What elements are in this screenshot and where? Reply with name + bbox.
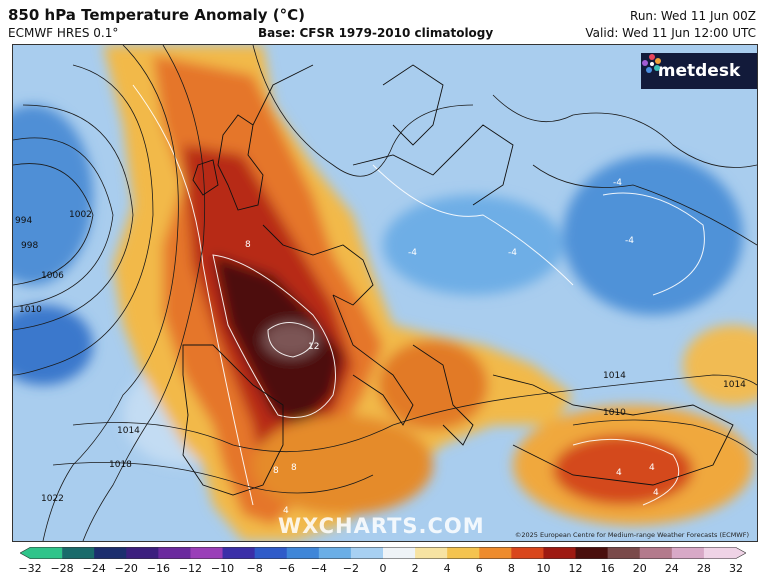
color-scale-tick-label: −20 (114, 562, 138, 575)
color-scale-segment (62, 547, 95, 559)
svg-text:1010: 1010 (603, 408, 626, 418)
metdesk-logo: metdesk (641, 53, 757, 89)
svg-text:1002: 1002 (69, 210, 92, 220)
svg-text:998: 998 (21, 241, 38, 251)
svg-text:4: 4 (283, 506, 289, 516)
color-scale-segment (94, 547, 127, 559)
svg-text:1014: 1014 (603, 371, 626, 381)
color-scale-tick-label: 0 (379, 562, 387, 575)
svg-text:1010: 1010 (19, 305, 42, 315)
color-scale-tick-label: −8 (246, 562, 263, 575)
iberia-warm-area (253, 415, 433, 515)
balkan-warm-area (378, 340, 488, 430)
color-scale-segment (190, 547, 224, 559)
color-scale-segment (415, 547, 448, 559)
color-scale-tick-label: 24 (664, 562, 679, 575)
svg-text:4: 4 (616, 468, 622, 478)
isobar-labels: 994 998 1002 1006 1010 1014 1018 1022 10… (15, 210, 746, 504)
svg-text:12: 12 (308, 342, 319, 352)
model-label: ECMWF HRES 0.1° (8, 26, 119, 40)
svg-text:8: 8 (291, 463, 297, 473)
color-scale-segment (575, 547, 609, 559)
color-scale-segment (511, 547, 544, 559)
climatology-base-label: Base: CFSR 1979-2010 climatology (258, 26, 494, 40)
svg-text:-4: -4 (625, 236, 634, 246)
color-scale-tick-label: 16 (600, 562, 615, 575)
color-scale-segment (222, 547, 256, 559)
color-scale-tick-label: −24 (82, 562, 106, 575)
color-scale-segment (383, 547, 416, 559)
anomaly-contours (132, 84, 705, 506)
svg-text:-4: -4 (613, 178, 622, 188)
run-time-label: Run: Wed 11 Jun 00Z (630, 9, 756, 23)
color-scale-tick-label: −16 (146, 562, 170, 575)
svg-text:1014: 1014 (117, 426, 140, 436)
svg-text:4: 4 (649, 463, 655, 473)
color-scale-tick-label: 20 (632, 562, 647, 575)
svg-text:8: 8 (273, 466, 279, 476)
color-scale-tick-label: 10 (536, 562, 551, 575)
turkey-warm-core (553, 435, 693, 505)
color-scale-segment (126, 547, 159, 559)
isobars (13, 45, 757, 541)
color-scale-bar (20, 547, 746, 559)
color-scale-tick-label: −32 (18, 562, 42, 575)
svg-text:1018: 1018 (109, 460, 132, 470)
color-scale-tick-label: 32 (729, 562, 743, 575)
color-scale-segment (639, 547, 673, 559)
color-scale-tick-label: 28 (696, 562, 711, 575)
color-scale-tick-label: −12 (178, 562, 203, 575)
color-scale-tick-label: 2 (411, 562, 419, 575)
color-scale-tick-label: −10 (210, 562, 235, 575)
svg-text:8: 8 (245, 240, 251, 250)
metdesk-flower-icon (642, 54, 661, 73)
anomaly-labels: 12 8 8 8 4 -4 -4 -4 4 4 4 -4 (245, 178, 659, 516)
coastlines (182, 64, 734, 496)
color-scale-tick-label: 12 (568, 562, 583, 575)
ecmwf-copyright: ©2025 European Centre for Medium-range W… (514, 531, 749, 539)
color-scale-segment (607, 547, 641, 559)
svg-text:1022: 1022 (41, 494, 64, 504)
color-scale-segment (543, 547, 577, 559)
color-scale-segment (703, 547, 746, 559)
metdesk-logo-text: metdesk (657, 61, 741, 81)
color-scale-segment (447, 547, 480, 559)
svg-text:-4: -4 (408, 248, 417, 258)
anomaly-peak-12 (263, 322, 319, 358)
color-scale-ticks: −32 −28 −24 −20 −16 −12 −10 −8 −6 −4 −2 0 2 4 6 8 10 12 16… (18, 562, 746, 578)
color-scale-tick-label: −2 (342, 562, 360, 575)
svg-text:-4: -4 (508, 248, 517, 258)
map-canvas: 994 998 1002 1006 1010 1014 1018 1022 10… (13, 45, 757, 541)
atlantic-cold-anomaly (13, 105, 93, 285)
color-scale-tick-label: 6 (475, 562, 483, 575)
color-scale-segment (479, 547, 512, 559)
svg-text:4: 4 (653, 488, 659, 498)
svg-text:1014: 1014 (723, 380, 746, 390)
east-warm-area (683, 325, 757, 405)
valid-time-label: Valid: Wed 11 Jun 12:00 UTC (585, 26, 756, 40)
color-scale-segment (254, 547, 288, 559)
color-scale-tick-label: −4 (310, 562, 327, 575)
color-scale-segment (20, 547, 63, 559)
color-scale-tick-label: −6 (278, 562, 295, 575)
color-scale-segment (318, 547, 352, 559)
temperature-anomaly-map[interactable]: 994 998 1002 1006 1010 1014 1018 1022 10… (12, 44, 758, 542)
central-europe-cool-area (383, 195, 563, 295)
wxcharts-watermark: WXCHARTS.COM (278, 514, 485, 538)
map-title: 850 hPa Temperature Anomaly (°C) (8, 6, 305, 24)
color-scale-segment (350, 547, 384, 559)
color-scale-tick-label: −28 (50, 562, 74, 575)
russia-cold-area (563, 155, 743, 315)
color-scale-segment (286, 547, 320, 559)
svg-text:1006: 1006 (41, 271, 64, 281)
atlantic-cold-core (13, 305, 93, 385)
color-scale-segment (158, 547, 191, 559)
svg-text:994: 994 (15, 216, 32, 226)
color-scale-tick-label: 4 (443, 562, 451, 575)
color-scale-segment (671, 547, 705, 559)
color-scale-tick-label: 8 (507, 562, 515, 575)
